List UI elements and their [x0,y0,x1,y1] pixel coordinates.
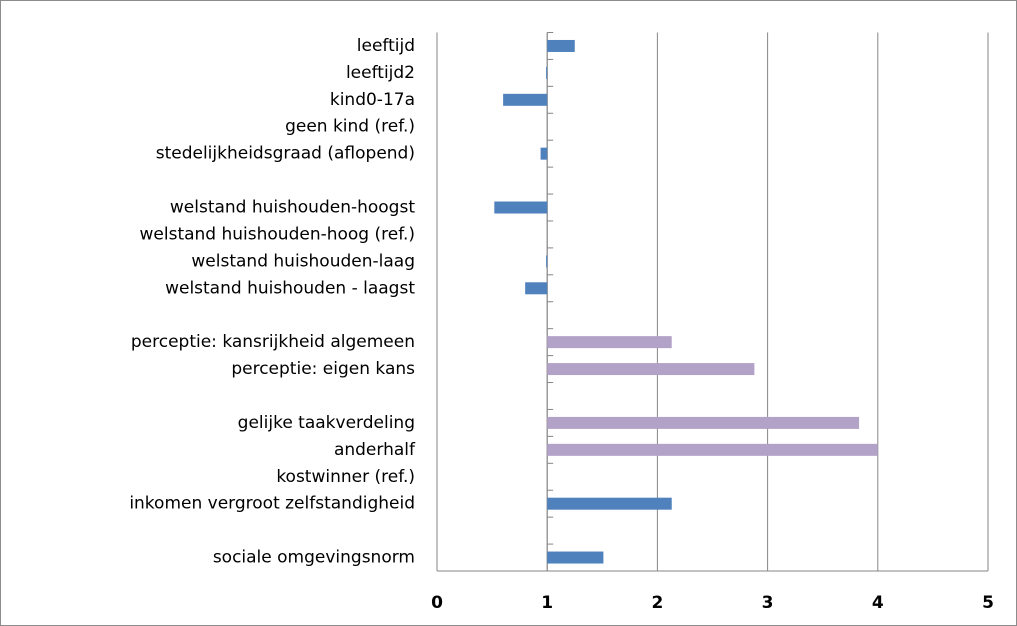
y-tick-label: welstand huishouden-hoog (ref.) [140,224,416,244]
y-tick-label: welstand huishouden-laag [191,251,415,271]
x-tick-label: 1 [541,593,553,613]
x-tick-label: 3 [762,593,774,613]
y-tick-label: perceptie: kansrijkheid algemeen [131,332,415,352]
bar [547,497,672,510]
y-tick-label: anderhalf [334,440,416,460]
bar [547,443,878,456]
y-tick-label: welstand huishouden-hoogst [170,198,415,218]
y-tick-label: kind0-17a [330,90,415,110]
y-tick-label: leeftijd2 [346,63,415,83]
x-tick-label: 5 [982,593,994,613]
bar [547,39,575,52]
bar [547,551,604,564]
y-tick-label: inkomen vergroot zelfstandigheid [129,494,415,514]
y-tick-label: stedelijkheidsgraad (aflopend) [156,144,415,164]
bar [494,201,548,214]
x-tick-label: 4 [872,593,884,613]
y-tick-label: gelijke taakverdeling [238,413,415,433]
bar [546,66,548,79]
x-tick-label: 0 [431,593,443,613]
bar [540,147,548,160]
y-tick-label: perceptie: eigen kans [231,359,415,379]
bar [525,282,548,295]
y-tick-label: geen kind (ref.) [285,117,415,137]
bar [546,255,548,268]
y-tick-label: kostwinner (ref.) [276,467,415,487]
bar [547,363,755,376]
bar [503,93,548,106]
bar [547,416,860,429]
y-tick-label: welstand huishouden - laagst [165,278,415,298]
y-tick-label: sociale omgevingsnorm [213,548,415,568]
x-tick-label: 2 [651,593,663,613]
bar [547,336,672,349]
y-tick-label: leeftijd [357,36,415,56]
